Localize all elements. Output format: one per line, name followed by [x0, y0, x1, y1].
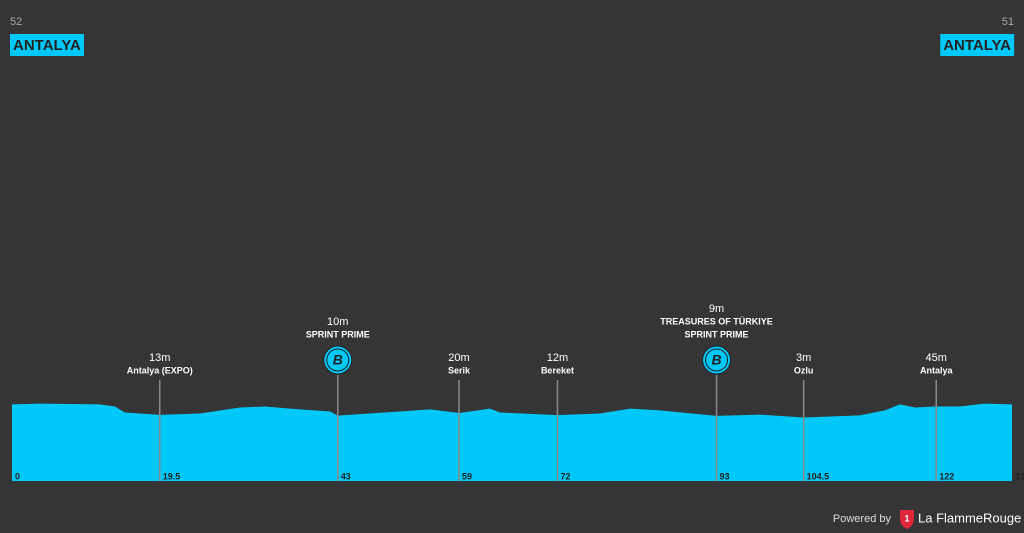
poi-elevation: 12m — [547, 352, 568, 364]
km-label: 0 — [15, 471, 20, 481]
sprint-icon-label: B — [333, 352, 343, 368]
km-label: 59 — [462, 471, 472, 481]
start-elevation: 52 — [10, 16, 22, 28]
poi-name: SPRINT PRIME — [685, 329, 749, 339]
poi-elevation: 9m — [709, 303, 724, 315]
km-label: 122 — [939, 471, 954, 481]
finish-box — [940, 34, 1015, 56]
poi-name: Antalya — [920, 365, 954, 375]
km-label: 19.5 — [163, 471, 181, 481]
brand-name: La FlammeRouge — [918, 510, 1021, 525]
poi-name: SPRINT PRIME — [306, 329, 370, 339]
km-label: 132 — [1015, 471, 1024, 481]
km-label: 43 — [341, 471, 351, 481]
finish-elevation: 51 — [1002, 16, 1014, 28]
poi-name: TREASURES OF TÜRKIYE — [660, 316, 773, 326]
elevation-profile — [12, 403, 1012, 481]
sprint-icon-ring — [705, 348, 729, 372]
brand-logo — [900, 510, 914, 529]
brand-logo-label: 1 — [904, 513, 909, 523]
start-name: ANTALYA — [13, 37, 81, 54]
finish-name: ANTALYA — [943, 37, 1011, 54]
sprint-icon — [702, 345, 732, 375]
powered-by: Powered by — [833, 513, 892, 525]
poi-name: Ozlu — [794, 365, 814, 375]
poi-elevation: 10m — [327, 316, 348, 328]
sprint-icon-ring — [326, 348, 350, 372]
km-label: 104.5 — [807, 471, 830, 481]
sprint-icon — [323, 345, 353, 375]
start-box — [10, 34, 84, 56]
km-label: 72 — [560, 471, 570, 481]
poi-elevation: 13m — [149, 352, 170, 364]
sprint-icon-label: B — [711, 352, 721, 368]
poi-name: Bereket — [541, 365, 574, 375]
poi-elevation: 45m — [926, 352, 947, 364]
poi-name: Antalya (EXPO) — [127, 365, 193, 375]
poi-elevation: 20m — [448, 352, 469, 364]
km-label: 93 — [720, 471, 730, 481]
poi-name: Serik — [448, 365, 471, 375]
poi-elevation: 3m — [796, 352, 811, 364]
